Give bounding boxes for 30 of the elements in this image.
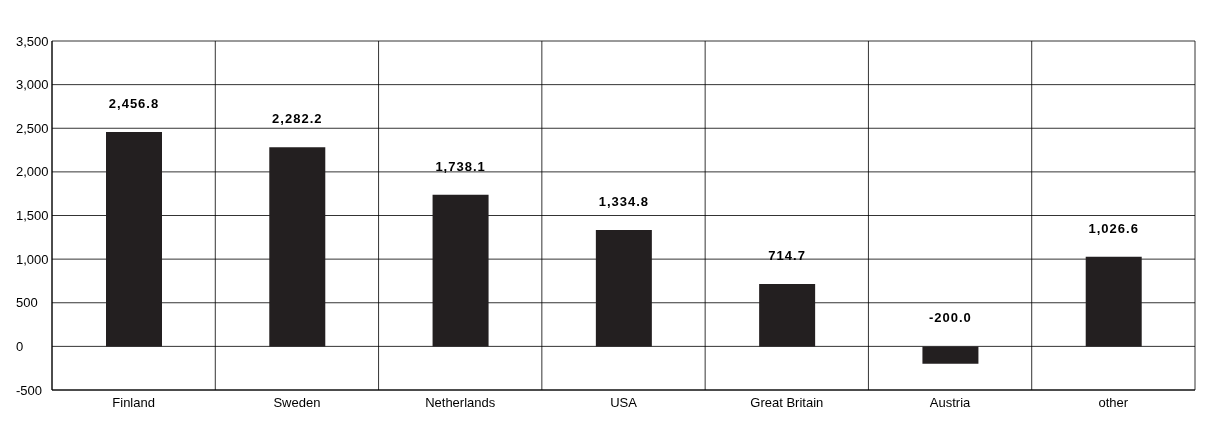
- x-tick-label: other: [1098, 395, 1129, 411]
- y-tick-label: 0: [16, 338, 24, 354]
- y-tick-label: 1,500: [16, 208, 49, 224]
- data-label: 1,026.6: [1088, 220, 1139, 236]
- y-tick-label: 1,000: [16, 251, 49, 267]
- bar: [922, 346, 979, 364]
- data-label: 1,738.1: [435, 158, 486, 174]
- data-label: 2,282.2: [272, 111, 323, 127]
- x-tick-label: Great Britain: [750, 395, 824, 411]
- x-tick-label: Austria: [929, 395, 972, 411]
- bar: [432, 194, 489, 347]
- bar: [106, 132, 162, 347]
- y-tick-label: 2,500: [16, 120, 49, 136]
- x-tick-label: Sweden: [273, 395, 321, 411]
- x-tick-label: USA: [610, 395, 638, 411]
- x-tick-label: Finland: [112, 395, 155, 411]
- x-tick-label: Netherlands: [425, 395, 496, 411]
- data-label: 714.7: [768, 248, 806, 264]
- bar: [1085, 256, 1142, 347]
- y-tick-label: 3,000: [16, 77, 49, 93]
- bar: [595, 229, 652, 347]
- data-label: 2,456.8: [108, 96, 160, 112]
- data-label: -200.0: [928, 310, 972, 326]
- y-tick-label: -500: [16, 382, 43, 398]
- y-tick-label: 3,500: [16, 33, 49, 49]
- bar: [759, 284, 816, 347]
- data-label: 1,334.8: [598, 193, 650, 209]
- y-tick-label: 500: [16, 295, 38, 311]
- y-tick-label: 2,000: [16, 164, 49, 180]
- bar: [269, 147, 326, 347]
